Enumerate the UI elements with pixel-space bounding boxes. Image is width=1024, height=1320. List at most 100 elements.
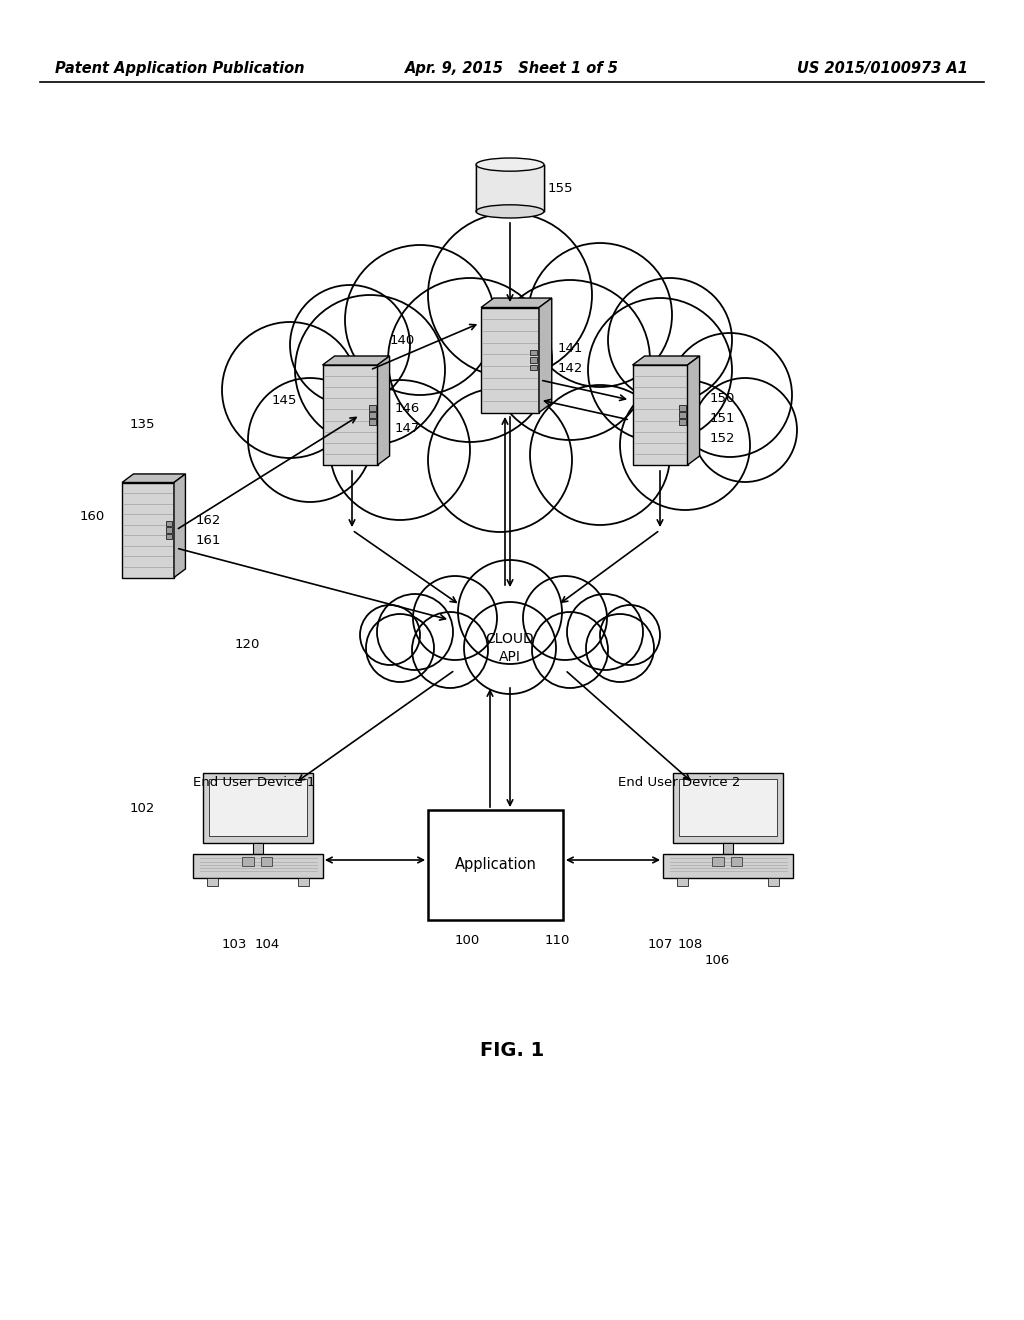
Text: Application: Application [455, 858, 537, 873]
Bar [370, 405, 376, 411]
Polygon shape [323, 356, 389, 366]
Circle shape [600, 605, 660, 665]
Circle shape [620, 380, 750, 510]
Circle shape [248, 378, 372, 502]
Polygon shape [174, 474, 185, 578]
Bar [679, 405, 686, 411]
Text: 151: 151 [710, 412, 735, 425]
Bar [679, 412, 686, 417]
Circle shape [377, 594, 453, 671]
Bar [122, 483, 174, 578]
Polygon shape [687, 356, 699, 465]
Polygon shape [122, 474, 185, 483]
Text: 152: 152 [710, 432, 735, 445]
Text: 102: 102 [130, 801, 156, 814]
Circle shape [413, 576, 497, 660]
Bar [207, 878, 218, 886]
Circle shape [490, 280, 650, 440]
Bar [243, 857, 254, 866]
Text: 135: 135 [130, 418, 156, 432]
Circle shape [458, 560, 562, 664]
Circle shape [586, 614, 654, 682]
Text: End User Device 2: End User Device 2 [618, 776, 740, 789]
Text: 142: 142 [558, 362, 584, 375]
Bar [260, 857, 272, 866]
Ellipse shape [476, 158, 544, 172]
Text: 103: 103 [222, 939, 248, 952]
Ellipse shape [476, 205, 544, 218]
Text: FIG. 1: FIG. 1 [480, 1040, 544, 1060]
Text: Apr. 9, 2015   Sheet 1 of 5: Apr. 9, 2015 Sheet 1 of 5 [406, 61, 618, 75]
Bar [663, 854, 793, 878]
Circle shape [388, 279, 552, 442]
Text: Patent Application Publication: Patent Application Publication [55, 61, 304, 75]
Bar [209, 779, 306, 836]
Text: 141: 141 [558, 342, 584, 355]
Circle shape [530, 385, 670, 525]
Circle shape [428, 388, 572, 532]
Circle shape [345, 246, 495, 395]
Bar [677, 878, 688, 886]
Bar [476, 165, 544, 211]
Polygon shape [539, 298, 552, 412]
Circle shape [588, 298, 732, 442]
Text: 161: 161 [196, 533, 221, 546]
Text: 106: 106 [705, 953, 730, 966]
Text: 110: 110 [545, 933, 570, 946]
Bar [679, 779, 776, 836]
Text: 107: 107 [648, 939, 674, 952]
Bar [633, 366, 687, 465]
Circle shape [532, 612, 608, 688]
Bar [298, 878, 308, 886]
Bar [481, 308, 539, 412]
Text: 160: 160 [80, 510, 105, 523]
Text: 147: 147 [395, 421, 421, 434]
Circle shape [295, 294, 445, 445]
Circle shape [366, 614, 434, 682]
Bar [723, 842, 733, 854]
Circle shape [412, 612, 488, 688]
Text: 100: 100 [455, 933, 480, 946]
Bar [370, 420, 376, 425]
Text: US 2015/0100973 A1: US 2015/0100973 A1 [797, 61, 968, 75]
Text: 162: 162 [196, 513, 221, 527]
Bar [428, 810, 563, 920]
Circle shape [222, 322, 358, 458]
Text: 104: 104 [255, 939, 281, 952]
Bar [673, 772, 783, 842]
Bar [166, 528, 172, 532]
Circle shape [428, 213, 592, 378]
Circle shape [464, 602, 556, 694]
Bar [166, 520, 172, 525]
Text: End User Device 1: End User Device 1 [193, 776, 315, 789]
Text: 120: 120 [234, 639, 260, 652]
Text: 150: 150 [710, 392, 735, 404]
Circle shape [523, 576, 607, 660]
Text: 140: 140 [390, 334, 416, 346]
Circle shape [608, 279, 732, 403]
Polygon shape [378, 356, 389, 465]
Polygon shape [481, 298, 552, 308]
Text: CLOUD
API: CLOUD API [485, 632, 535, 664]
Circle shape [330, 380, 470, 520]
Bar [530, 350, 538, 355]
Bar [203, 772, 313, 842]
Circle shape [360, 605, 420, 665]
Bar [370, 412, 376, 417]
Bar [530, 364, 538, 371]
Text: 145: 145 [272, 393, 297, 407]
Bar [679, 420, 686, 425]
Circle shape [693, 378, 797, 482]
Bar [166, 535, 172, 540]
Bar [530, 358, 538, 363]
Text: 146: 146 [395, 401, 420, 414]
Bar [730, 857, 742, 866]
Circle shape [528, 243, 672, 387]
Bar [768, 878, 778, 886]
Text: 108: 108 [678, 939, 703, 952]
Bar [713, 857, 724, 866]
Polygon shape [633, 356, 699, 366]
Bar [253, 842, 263, 854]
Circle shape [668, 333, 792, 457]
Text: 155: 155 [548, 181, 573, 194]
